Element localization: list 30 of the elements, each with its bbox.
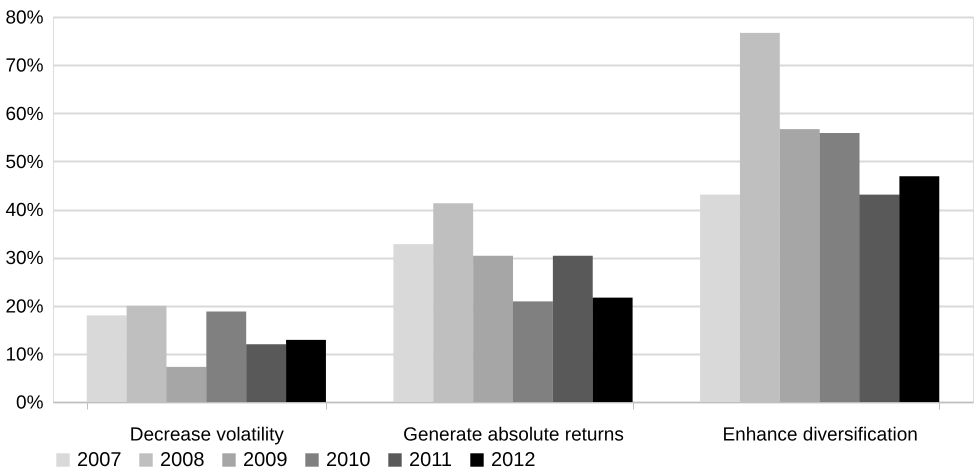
y-tick-label: 40%: [5, 200, 44, 221]
bar: [513, 301, 553, 402]
x-tick-label: Generate absolute returns: [403, 424, 624, 446]
bar: [899, 176, 940, 402]
legend-label: 2011: [409, 449, 452, 471]
legend-label: 2010: [326, 449, 370, 471]
y-tick-label: 20%: [5, 296, 44, 318]
y-tick-label: 0%: [16, 392, 44, 414]
bar: [592, 298, 633, 402]
bar: [820, 132, 860, 402]
bar: [246, 344, 286, 402]
y-tick-label: 50%: [5, 152, 44, 173]
legend-label: 2012: [491, 449, 536, 471]
legend-label: 2007: [77, 449, 122, 471]
bar: [860, 194, 900, 402]
y-tick-label: 70%: [5, 56, 44, 77]
bar: [473, 256, 513, 402]
x-tick-label: Enhance diversification: [722, 424, 918, 446]
bar: [286, 340, 326, 402]
y-tick-label: 60%: [5, 104, 44, 125]
bar: [780, 129, 820, 402]
bar: [166, 366, 206, 402]
legend-label: 2009: [243, 449, 288, 471]
bar: [552, 256, 593, 402]
bar: [206, 312, 246, 402]
x-tick-label: Decrease volatility: [130, 424, 284, 446]
legend-label: 2008: [160, 449, 204, 471]
y-tick-label: 10%: [5, 344, 44, 366]
y-tick-label: 30%: [5, 248, 44, 270]
y-tick-label: 80%: [5, 8, 44, 28]
